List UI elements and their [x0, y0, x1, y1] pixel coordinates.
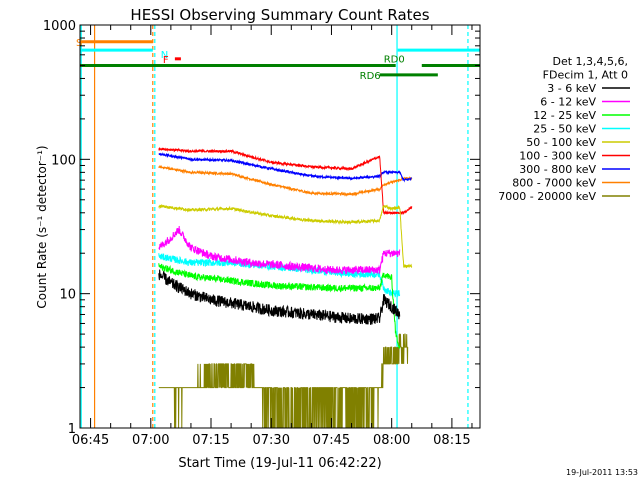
series-300-800-kev	[158, 152, 413, 183]
series-800-7000-kev	[158, 165, 413, 197]
series-3-6-kev	[158, 269, 401, 326]
y-tick-label: 1000	[43, 19, 76, 34]
y-axis-label: Count Rate (s⁻¹ detector⁻¹)	[35, 145, 49, 308]
flag-label-s: S	[76, 38, 82, 49]
timestamp: 19-Jul-2011 13:53	[566, 468, 638, 477]
series-12-25-kev	[158, 263, 401, 350]
legend-header-line: FDecim 1, Att 0	[543, 69, 628, 82]
legend-entry-label: 50 - 100 keV	[526, 136, 596, 149]
x-axis-label: Start Time (19-Jul-11 06:42:22)	[178, 456, 381, 471]
legend-entry-label: 12 - 25 keV	[533, 109, 596, 122]
y-tick-label: 1	[68, 422, 76, 437]
legend-entry-label: 25 - 50 keV	[533, 123, 596, 136]
series-7000-20000-kev	[158, 333, 409, 428]
flag-label-n: N	[161, 50, 168, 61]
x-tick-label: 08:00	[373, 433, 410, 448]
x-tick-label: 06:45	[72, 433, 109, 448]
y-tick-label: 100	[51, 153, 76, 168]
series-25-50-kev	[158, 253, 401, 298]
series-100-300-kev	[158, 147, 413, 216]
x-tick-label: 07:00	[132, 433, 169, 448]
legend-entry-label: 300 - 800 keV	[519, 163, 596, 176]
flag-label-rd6: RD6	[360, 71, 381, 82]
legend: Det 1,3,4,5,6,FDecim 1, Att 03 - 6 keV6 …	[498, 55, 630, 203]
legend-entry-label: 3 - 6 keV	[547, 82, 596, 95]
legend-entry-label: 100 - 300 keV	[519, 150, 596, 163]
legend-entry-label: 7000 - 20000 keV	[498, 190, 596, 203]
x-tick-label: 07:15	[192, 433, 229, 448]
series-6-12-kev	[158, 225, 401, 275]
series-50-100-kev	[158, 203, 413, 269]
x-tick-label: 08:15	[433, 433, 470, 448]
legend-entry-label: 6 - 12 keV	[540, 96, 596, 109]
flag-label-f: F	[163, 55, 169, 66]
axes: 1 10 100 1000 06:45 07:00 07:15 07:30 07:45 08:00…	[43, 19, 481, 448]
plot-frame	[79, 24, 481, 429]
plot-clip-group	[80, 25, 480, 428]
y-tick-label: 10	[59, 288, 76, 303]
x-tick-label: 07:45	[313, 433, 350, 448]
flag-label-rd0: RD0	[384, 54, 405, 65]
legend-entry-label: 800 - 7000 keV	[512, 177, 596, 190]
x-tick-label: 07:30	[253, 433, 290, 448]
chart-title: HESSI Observing Summary Count Rates	[130, 6, 429, 24]
legend-header-line: Det 1,3,4,5,6,	[552, 55, 628, 68]
